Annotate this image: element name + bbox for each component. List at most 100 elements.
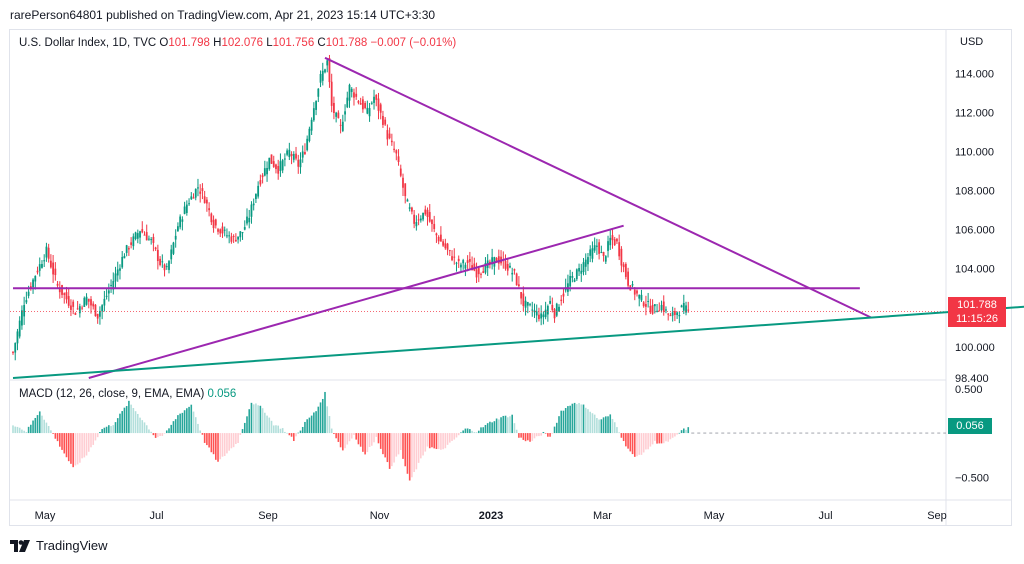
candle-body [616,238,618,242]
candle-body [112,280,115,290]
time-tick-label: Mar [593,510,612,522]
macd-bar [411,433,413,478]
macd-bar [589,411,591,434]
candle-body [54,268,57,276]
macd-bar [417,433,420,463]
macd-bar [524,433,527,442]
candle-body [542,314,545,318]
currency-label[interactable]: USD [960,36,984,48]
macd-bar [618,432,620,434]
macd-label: MACD (12, 26, close, 9, EMA, EMA) [19,388,205,400]
macd-bar [607,416,609,434]
candle-body [58,287,61,293]
macd-bar [87,433,90,452]
price-tick-label: 110.000 [955,147,994,159]
macd-bar [226,433,228,454]
candle-body [257,185,260,197]
candle-body [475,269,478,278]
candle-body [595,245,598,247]
macd-bar [348,433,351,442]
trendline-descending-resistance [324,56,872,319]
low-label: L [266,37,273,49]
candle-body [101,305,104,312]
candle-body [85,296,88,305]
candle-body [578,268,580,272]
macd-bar [212,433,215,455]
macd-bar [685,429,687,434]
candle-body [183,206,186,214]
candle-body [397,156,400,163]
candle-body [569,276,572,287]
candle-body [620,248,623,266]
footer-brand[interactable]: TradingView [10,538,108,553]
macd-bar [272,425,275,434]
candle-body [194,189,197,198]
candle-body [310,119,313,131]
macd-bar [544,433,547,434]
macd-bar [440,433,442,450]
candle-body [477,268,480,275]
candle-body [290,153,293,157]
macd-bar [134,411,137,434]
candle-body [205,199,208,204]
macd-bar [513,423,516,434]
low-value: 101.756 [272,37,315,49]
candle-body [611,235,614,241]
macd-bar [533,433,536,439]
macd-bar [587,409,589,434]
macd-bar [477,430,480,434]
macd-bar [435,433,438,450]
candle-body [359,102,362,105]
macd-value: 0.056 [207,388,237,400]
candle-body [123,255,126,259]
candle-body [214,219,217,226]
candle-body [263,168,266,176]
macd-bar [542,431,545,434]
candle-body [593,245,596,251]
candle-body [411,207,413,212]
candle-body [535,311,538,316]
macd-bar [502,415,505,434]
change-value: −0.007 (−0.01%) [370,37,457,49]
macd-bar [30,424,32,434]
macd-bar [143,422,146,434]
macd-bar [464,428,467,434]
macd-bar [359,433,362,447]
candle-body [34,275,37,282]
candle-body [255,194,257,200]
macd-bar [564,408,567,434]
macd-bar [633,433,636,457]
candle-body [573,279,576,282]
time-tick-label: Nov [370,510,390,522]
candle-body [228,235,231,237]
macd-bar [163,433,166,434]
macd-bar [25,431,28,434]
candle-body [188,203,190,205]
candle-body [678,315,681,317]
candle-body [680,305,683,308]
macd-bar [620,433,623,438]
macd-bar [578,403,580,434]
macd-bar [105,426,108,434]
macd-bar [364,433,366,455]
macd-bar [636,433,638,457]
macd-bar [471,430,473,434]
candle-body [25,300,28,303]
macd-bar [306,419,308,434]
candle-body [471,265,473,271]
candle-body [439,234,442,242]
candle-body [72,301,75,307]
candle-body [136,233,139,239]
macd-bar [52,433,54,434]
candle-body [509,265,511,268]
macd-bar [391,433,393,467]
macd-bar [522,433,525,440]
candle-body [361,99,364,110]
candle-body [433,223,436,230]
candle-body [145,232,148,241]
candle-body [192,197,195,199]
candle-body [350,88,353,92]
macd-bar [371,433,373,446]
candle-body [544,309,547,318]
